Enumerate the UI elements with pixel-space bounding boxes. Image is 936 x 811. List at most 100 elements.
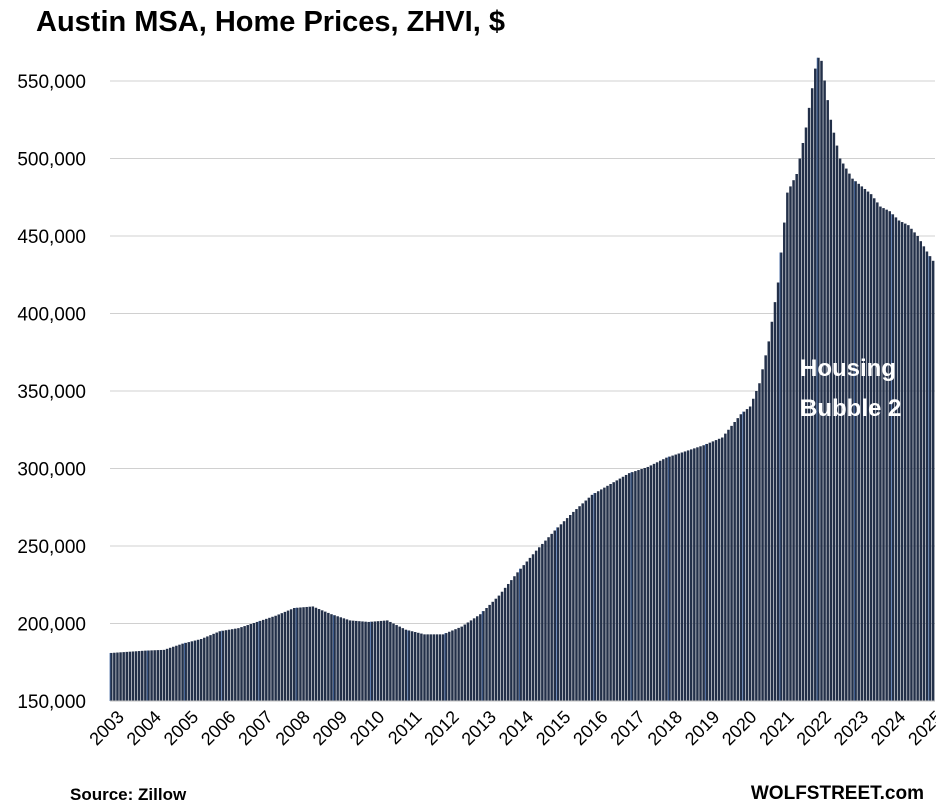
bar (615, 480, 619, 701)
bar (758, 383, 761, 701)
bar (857, 183, 860, 702)
bar (485, 608, 488, 701)
bar (624, 474, 628, 701)
bar (249, 624, 253, 701)
bar (603, 487, 606, 701)
bar (330, 614, 333, 701)
bar (792, 180, 795, 701)
chart-title: Austin MSA, Home Prices, ZHVI, $ (36, 6, 505, 38)
bar (872, 198, 876, 702)
bar (525, 561, 529, 701)
bar (876, 202, 879, 701)
bar (581, 503, 584, 701)
bar (283, 611, 287, 701)
bar (227, 629, 231, 701)
bar (165, 648, 169, 701)
x-tick-label: 2016 (569, 707, 611, 749)
y-tick-label: 250,000 (17, 537, 86, 558)
bar (435, 634, 439, 701)
bar (252, 622, 256, 701)
bar (928, 256, 932, 701)
bar (522, 565, 526, 701)
bar (277, 614, 280, 701)
bar (587, 497, 591, 701)
bar (767, 341, 771, 701)
bar (327, 612, 330, 701)
bar (451, 630, 454, 701)
bar (134, 651, 138, 701)
bar (113, 652, 116, 701)
bar (879, 206, 882, 702)
bar (448, 631, 451, 701)
bar (190, 641, 194, 701)
bar (255, 621, 259, 701)
bar (218, 631, 222, 701)
bar (922, 246, 926, 702)
bar (686, 450, 690, 701)
bar (367, 621, 370, 701)
bar (336, 616, 339, 701)
bar (361, 621, 364, 701)
bar (401, 628, 405, 701)
bar (671, 455, 674, 701)
bar (739, 414, 743, 701)
bar (761, 369, 764, 701)
bar (730, 425, 733, 701)
x-tick-label: 2025 (904, 707, 936, 749)
bar (404, 629, 408, 701)
bar (649, 465, 653, 701)
bar (407, 630, 411, 701)
bar (742, 411, 746, 701)
bar (804, 127, 808, 701)
bar (413, 632, 417, 701)
bar (348, 620, 352, 701)
bar (593, 493, 597, 701)
bar (528, 557, 532, 701)
bar (885, 209, 888, 701)
bar (773, 302, 777, 701)
y-tick-label: 500,000 (17, 150, 86, 171)
bar (230, 629, 234, 701)
bar (575, 509, 578, 701)
bar (919, 241, 922, 701)
bar (907, 225, 910, 701)
bar (423, 634, 426, 701)
bar (736, 418, 740, 701)
bar (342, 618, 346, 701)
bar (299, 607, 302, 701)
bar (234, 628, 237, 701)
bar (417, 632, 420, 701)
bar (475, 616, 479, 701)
bar (292, 608, 296, 701)
bar (717, 438, 721, 701)
bar (801, 143, 805, 701)
bar (925, 251, 929, 701)
bar (206, 636, 209, 701)
bar (903, 223, 907, 701)
bar (162, 649, 166, 701)
bar (488, 604, 491, 701)
bar (779, 252, 783, 702)
bar (513, 576, 516, 701)
bar (724, 433, 727, 701)
bar (265, 618, 268, 701)
x-tick-label: 2011 (384, 707, 426, 749)
bar (631, 472, 634, 701)
y-tick-label: 200,000 (17, 615, 86, 636)
bar (550, 533, 553, 701)
bar (345, 619, 349, 701)
y-axis: 150,000 200,000 250,000 300,000 350,000 400,0… (17, 72, 86, 713)
x-tick-label: 2018 (644, 707, 686, 749)
bar (643, 467, 646, 701)
bar (569, 515, 572, 701)
bar (783, 222, 786, 702)
bar (125, 651, 129, 701)
bar (141, 650, 144, 701)
bar (351, 620, 355, 701)
y-tick-label: 150,000 (17, 692, 86, 713)
bar (373, 621, 377, 701)
x-tick-label: 2005 (160, 707, 202, 749)
bar (116, 652, 119, 701)
bar (596, 491, 600, 701)
